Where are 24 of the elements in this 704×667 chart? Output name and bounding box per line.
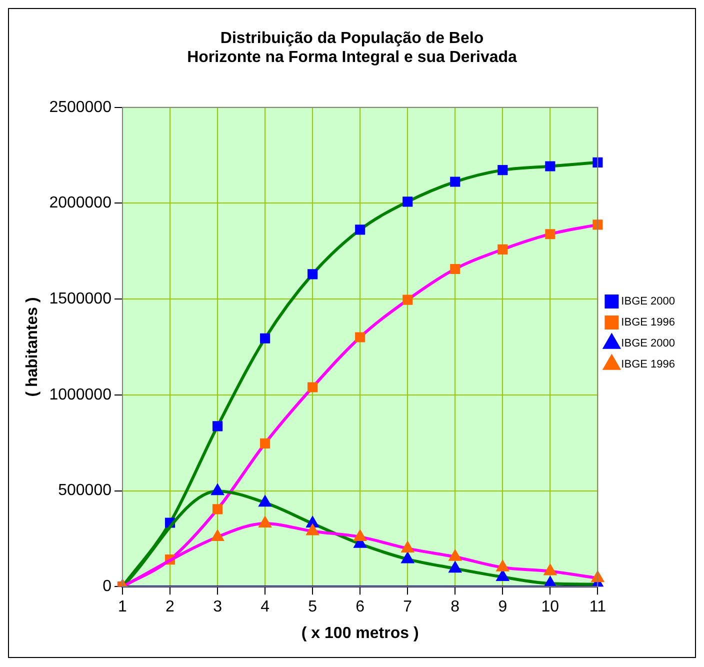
- legend-label: IBGE 1996: [621, 316, 676, 329]
- y-tick-label: 2000000: [49, 194, 112, 212]
- x-tick-label: 6: [356, 598, 365, 616]
- x-tick-label: 4: [260, 598, 270, 616]
- y-axis-title: ( habitantes ): [24, 297, 42, 397]
- y-tick-label: 1500000: [49, 290, 112, 308]
- x-tick-label: 11: [589, 598, 606, 616]
- legend-label: IBGE 2000: [621, 338, 676, 350]
- y-tick-label: 500000: [58, 482, 112, 500]
- x-tick-label: 8: [450, 598, 460, 616]
- x-tick-label: 3: [213, 598, 222, 616]
- y-tick-label: 2500000: [49, 98, 112, 116]
- chart-title: Distribuição da População de Belo Horizonte na Forma Integral e sua Derivada: [187, 30, 518, 66]
- x-tick-label: 5: [308, 598, 318, 616]
- x-tick-label: 2: [166, 598, 175, 616]
- x-tick-label: 7: [403, 598, 412, 616]
- legend-label: IBGE 1996: [621, 358, 676, 371]
- x-tick-label: 9: [498, 598, 508, 616]
- y-tick-label: 0: [102, 578, 112, 596]
- x-tick-label: 10: [541, 598, 560, 616]
- x-axis-title: ( x 100 metros ): [301, 624, 419, 642]
- x-tick-label: 1: [118, 598, 128, 616]
- y-tick-label: 1000000: [49, 386, 112, 404]
- legend-label: IBGE 2000: [621, 296, 676, 308]
